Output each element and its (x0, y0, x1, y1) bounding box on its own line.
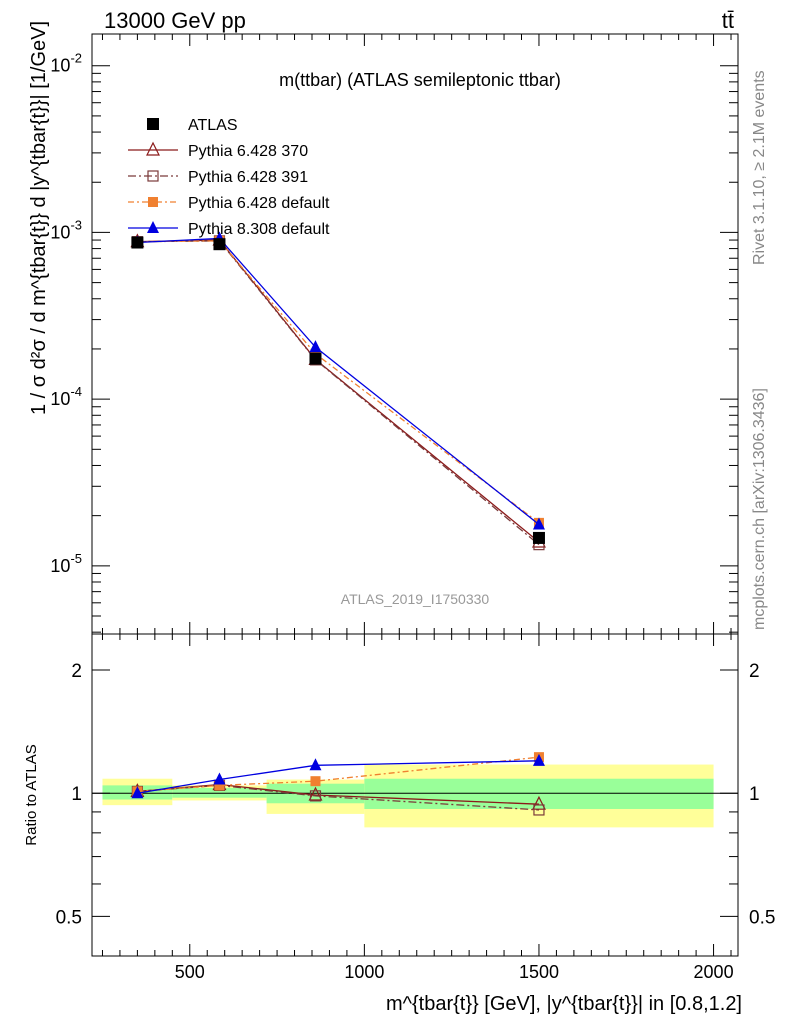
x-tick-label: 2000 (694, 962, 734, 982)
data-point-marker (310, 776, 321, 787)
ratio-series-line (137, 783, 539, 805)
data-point-marker (309, 340, 322, 353)
data-point-marker (532, 531, 545, 544)
series-line (137, 239, 540, 543)
data-point-marker (131, 236, 144, 249)
data-point-marker (147, 118, 159, 130)
legend-label: ATLAS (188, 117, 238, 134)
data-point-marker (532, 753, 545, 766)
legend-label: Pythia 8.308 default (188, 221, 330, 238)
ratio-y-tick-label: 1 (71, 784, 82, 805)
data-point-marker (213, 772, 226, 785)
data-point-marker (147, 221, 159, 233)
x-axis-label: m^{tbar{t}} [GeV], |y^{tbar{t}}| in [0.8… (386, 993, 742, 1015)
x-tick-label: 1000 (344, 962, 384, 982)
data-point-marker (309, 352, 322, 365)
header-right: tt̄ (722, 8, 734, 33)
data-point-marker (148, 197, 158, 207)
ratio-plot-frame (91, 633, 739, 957)
main-panel: m(ttbar) (ATLAS semileptonic ttbar) ATLA… (28, 21, 561, 607)
ratio-series-line (137, 784, 540, 811)
data-point-marker (309, 790, 322, 802)
y-tick-label: 10-4 (50, 384, 82, 409)
ratio-series-line (137, 760, 539, 794)
series-line (137, 240, 540, 546)
series-line (137, 240, 540, 524)
ratio-y-tick-label: 0.5 (56, 907, 82, 928)
data-point-marker (308, 786, 323, 801)
legend-label: Pythia 6.428 default (188, 195, 330, 212)
ratio-y-tick-label-right: 2 (749, 661, 760, 682)
main-y-axis-label: 1 / σ d²σ / d m^{tbar{t}} d |y^{tbar{t}}… (28, 21, 50, 415)
ratio-series-line (137, 756, 540, 793)
ratio-y-tick-label-right: 0.5 (749, 907, 775, 928)
chart-title: m(ttbar) (ATLAS semileptonic ttbar) (279, 70, 561, 90)
data-point-marker (213, 238, 226, 251)
series-line (137, 237, 540, 526)
header-left: 13000 GeV pp (104, 8, 246, 33)
analysis-watermark: ATLAS_2019_I1750330 (341, 591, 490, 607)
data-point-marker (147, 170, 159, 182)
y-tick-label: 10-2 (50, 51, 82, 76)
x-tick-label: 1500 (519, 962, 559, 982)
data-point-marker (131, 786, 144, 799)
x-tick-label: 500 (175, 962, 205, 982)
data-point-marker (532, 517, 545, 530)
ratio-y-tick-label: 2 (71, 661, 82, 682)
rivet-label: Rivet 3.1.10, ≥ 2.1M events (751, 70, 768, 265)
ratio-y-tick-label-right: 1 (749, 784, 760, 805)
data-point-marker (533, 804, 545, 816)
data-point-marker (531, 795, 546, 810)
legend-label: Pythia 6.428 391 (188, 169, 308, 186)
y-tick-label: 10-3 (50, 217, 82, 242)
data-point-marker (146, 141, 160, 156)
data-point-marker (309, 758, 322, 771)
data-point-marker (214, 780, 225, 791)
mcplots-label: mcplots.cern.ch [arXiv:1306.3436] (751, 388, 768, 630)
legend-label: Pythia 6.428 370 (188, 143, 308, 160)
legend: ATLAS Pythia 6.428 370 Pythia 6.428 391 Pyt… (128, 117, 330, 238)
ratio-y-axis-label: Ratio to ATLAS (23, 744, 40, 845)
y-tick-label: 10-5 (50, 551, 82, 576)
